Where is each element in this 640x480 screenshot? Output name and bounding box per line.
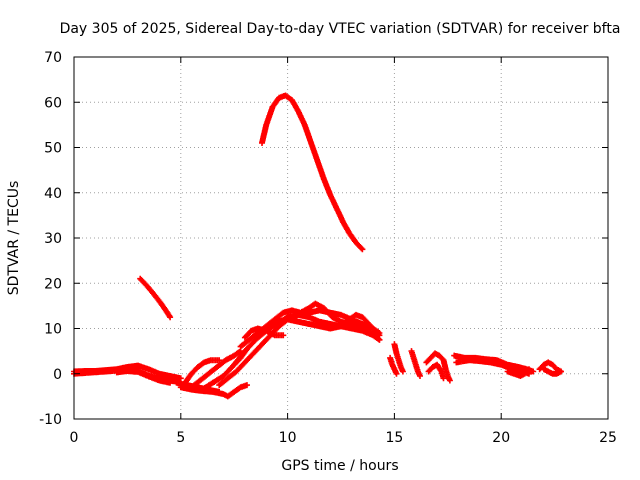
chart-title: Day 305 of 2025, Sidereal Day-to-day VTE…	[60, 21, 621, 37]
y-tick-label: 60	[44, 95, 62, 111]
y-tick-label: 30	[44, 231, 62, 247]
y-axis-label: SDTVAR / TECUs	[6, 181, 22, 296]
y-tick-label: 10	[44, 322, 62, 338]
series-markers	[453, 357, 532, 377]
x-tick-label: 5	[176, 430, 185, 446]
series-arc-15h-b	[387, 354, 400, 377]
series-arc-15h	[391, 341, 406, 375]
y-tick-label: 70	[44, 50, 62, 66]
series-markers	[408, 348, 423, 379]
x-tick-label: 10	[279, 430, 297, 446]
series-markers	[241, 325, 287, 341]
x-tick-label: 0	[70, 430, 79, 446]
y-tick-label: 0	[53, 367, 62, 383]
series-arc-18-21h-b	[453, 357, 532, 377]
data-series	[71, 92, 564, 400]
series-markers	[540, 366, 564, 377]
series-markers	[423, 350, 453, 384]
series-markers	[137, 275, 174, 321]
grid-lines	[74, 57, 608, 419]
series-markers	[391, 341, 406, 375]
series-arc-rise-b	[188, 348, 244, 391]
series-arc-20-21h	[504, 366, 532, 379]
series-arc-3h-descent	[137, 275, 174, 321]
series-markers	[259, 92, 366, 253]
x-tick-label: 15	[385, 430, 403, 446]
series-arc-rise-a	[182, 357, 223, 386]
series-markers	[182, 357, 223, 386]
series-arc-16-17h-b	[425, 361, 447, 382]
series-arc-22h-b	[540, 366, 564, 377]
series-markers	[263, 311, 383, 339]
series-arc-big	[259, 92, 366, 253]
y-tick-label: 50	[44, 141, 62, 157]
series-arc-16-17h	[423, 350, 453, 384]
series-markers	[113, 368, 174, 386]
axis-ticks: 0 5 10 15 20 25 -10 0 10 20 30 40 50 60 70	[39, 50, 617, 446]
series-markers	[188, 348, 244, 391]
series-arc-rise-h	[263, 311, 383, 339]
series-arc-early-flat-3	[113, 368, 174, 386]
y-tick-label: 40	[44, 186, 62, 202]
series-markers	[387, 354, 400, 377]
x-tick-label: 20	[492, 430, 510, 446]
series-arc-rise-g	[241, 325, 287, 341]
x-axis-label: GPS time / hours	[281, 458, 398, 474]
y-tick-label: 20	[44, 276, 62, 292]
y-tick-label: -10	[39, 412, 62, 428]
series-markers	[504, 366, 532, 379]
series-markers	[425, 361, 447, 382]
series-arc-16h	[408, 348, 423, 379]
x-tick-label: 25	[599, 430, 617, 446]
